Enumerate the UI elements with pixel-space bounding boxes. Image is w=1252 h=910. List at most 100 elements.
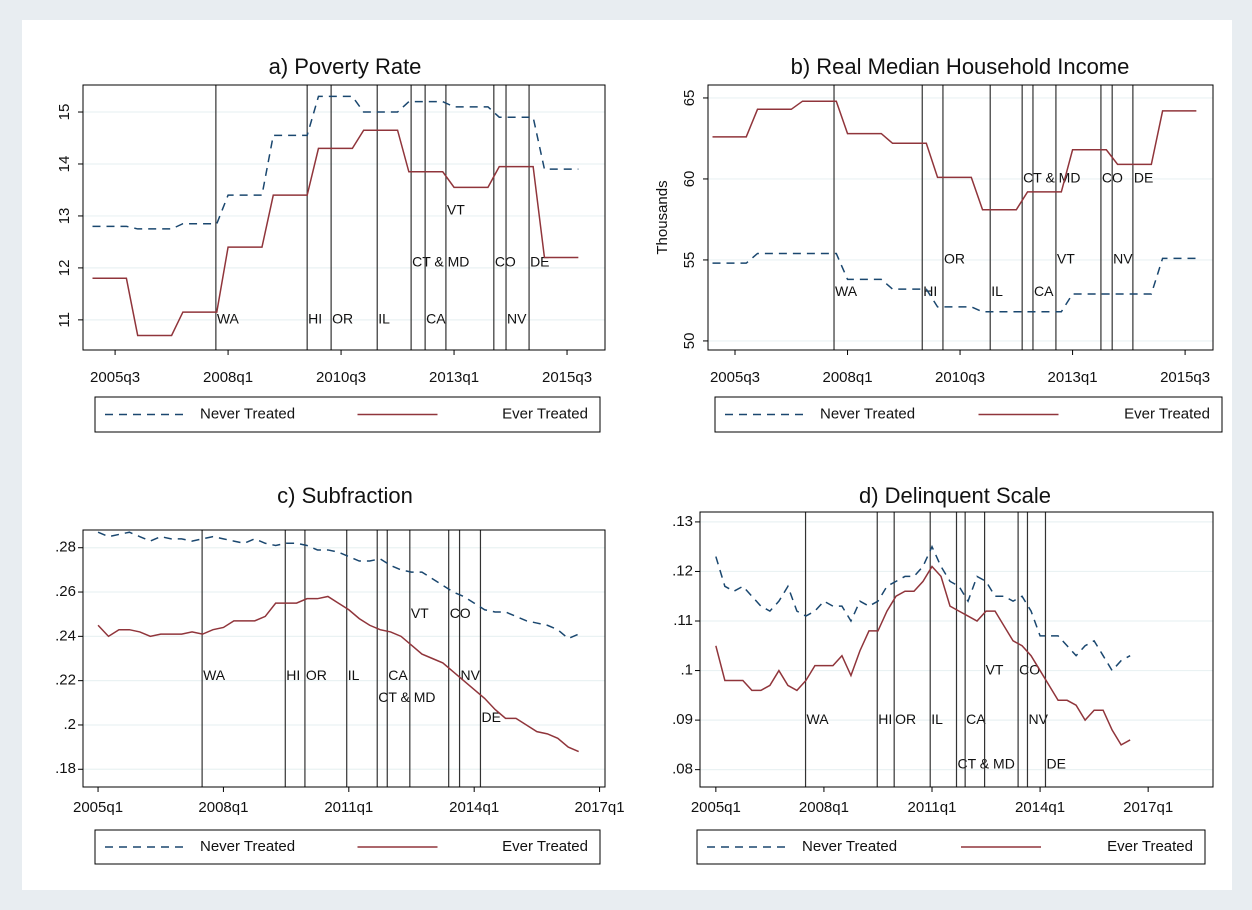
- event-label: VT: [447, 201, 465, 217]
- series-line: [712, 100, 1197, 211]
- x-tick-label: 2005q3: [710, 369, 760, 386]
- event-label: HI: [923, 283, 937, 299]
- chart-title: a) Poverty Rate: [269, 54, 422, 79]
- event-label: OR: [332, 311, 353, 327]
- event-label: DE: [530, 253, 549, 269]
- series-line: [712, 252, 1197, 313]
- x-tick-label: 2010q3: [935, 369, 985, 386]
- y-tick-label: 55: [681, 252, 698, 269]
- event-label: DE: [1134, 170, 1153, 186]
- plot-frame: [82, 529, 606, 788]
- event-label: OR: [895, 711, 916, 727]
- legend-label: Never Treated: [200, 838, 295, 855]
- plot-frame: [82, 84, 606, 351]
- series-line: [715, 544, 1131, 672]
- event-label: NV: [461, 667, 481, 683]
- x-tick-label: 2008q1: [822, 369, 872, 386]
- x-tick-label: 2008q1: [799, 799, 849, 816]
- event-label: CO: [495, 253, 516, 269]
- event-label: WA: [807, 711, 830, 727]
- x-tick-label: 2017q1: [1123, 799, 1173, 816]
- legend-label: Ever Treated: [1107, 838, 1193, 855]
- legend-label: Never Treated: [820, 405, 915, 422]
- y-tick-label: .1: [680, 662, 693, 679]
- event-label: WA: [217, 311, 240, 327]
- event-label: IL: [991, 283, 1003, 299]
- event-label: NV: [1028, 711, 1048, 727]
- series-line: [92, 129, 579, 337]
- x-tick-label: 2005q1: [73, 799, 123, 816]
- y-tick-label: .08: [672, 761, 693, 778]
- event-label: OR: [306, 667, 327, 683]
- plot-area: [83, 85, 605, 350]
- event-label: VT: [411, 605, 429, 621]
- event-label: DE: [481, 709, 500, 725]
- event-label: HI: [286, 667, 300, 683]
- legend-label: Never Treated: [802, 838, 897, 855]
- event-label: DE: [1046, 755, 1065, 771]
- y-tick-label: .24: [55, 627, 76, 644]
- x-tick-label: 2013q1: [429, 369, 479, 386]
- x-tick-label: 2008q1: [203, 369, 253, 386]
- event-label: NV: [507, 311, 527, 327]
- y-tick-label: 50: [681, 333, 698, 350]
- y-tick-label: .18: [55, 760, 76, 777]
- event-label: CA: [1034, 283, 1054, 299]
- series-line: [97, 595, 579, 753]
- x-tick-label: 2013q1: [1048, 369, 1098, 386]
- legend-label: Ever Treated: [1124, 405, 1210, 422]
- chart-title: b) Real Median Household Income: [791, 54, 1130, 79]
- plot-area: [708, 85, 1213, 350]
- event-label: CT & MD: [412, 253, 469, 269]
- plot-frame: [707, 84, 1214, 351]
- y-tick-label: 12: [56, 260, 73, 277]
- series-line: [715, 565, 1131, 746]
- event-label: VT: [986, 661, 1004, 677]
- event-label: CT & MD: [378, 689, 435, 705]
- event-label: CO: [450, 605, 471, 621]
- x-tick-label: 2011q1: [324, 799, 373, 816]
- event-label: NV: [1113, 251, 1133, 267]
- event-label: CA: [966, 711, 986, 727]
- y-tick-label: 15: [56, 104, 73, 121]
- event-label: IL: [348, 667, 360, 683]
- event-label: VT: [1057, 251, 1075, 267]
- y-axis-label: Thousands: [654, 180, 671, 254]
- x-tick-label: 2008q1: [198, 799, 248, 816]
- y-tick-label: 13: [56, 208, 73, 225]
- x-tick-label: 2005q3: [90, 369, 140, 386]
- event-label: CT & MD: [958, 755, 1015, 771]
- event-label: IL: [378, 311, 390, 327]
- x-tick-label: 2015q3: [542, 369, 592, 386]
- event-label: OR: [944, 251, 965, 267]
- x-tick-label: 2010q3: [316, 369, 366, 386]
- y-tick-label: 65: [681, 90, 698, 107]
- x-tick-label: 2014q1: [1015, 799, 1065, 816]
- event-label: CA: [426, 311, 446, 327]
- x-tick-label: 2017q1: [575, 799, 625, 816]
- plot-frame: [699, 511, 1214, 788]
- series-line: [92, 95, 579, 230]
- event-label: CO: [1019, 661, 1040, 677]
- y-tick-label: 60: [681, 171, 698, 188]
- y-tick-label: 14: [56, 156, 73, 173]
- y-tick-label: .11: [673, 612, 693, 629]
- event-label: IL: [931, 711, 943, 727]
- x-tick-label: 2015q3: [1160, 369, 1210, 386]
- y-tick-label: 11: [56, 312, 73, 328]
- y-tick-label: .28: [55, 539, 76, 556]
- legend-label: Never Treated: [200, 405, 295, 422]
- y-tick-label: .13: [672, 513, 693, 530]
- event-label: WA: [203, 667, 226, 683]
- event-label: WA: [835, 283, 858, 299]
- chart-title: d) Delinquent Scale: [859, 483, 1051, 508]
- y-tick-label: .26: [55, 583, 76, 600]
- y-tick-label: .09: [672, 711, 693, 728]
- y-tick-label: .2: [63, 716, 76, 733]
- x-tick-label: 2014q1: [449, 799, 499, 816]
- chart-title: c) Subfraction: [277, 483, 413, 508]
- legend-label: Ever Treated: [502, 838, 588, 855]
- y-tick-label: .12: [672, 562, 693, 579]
